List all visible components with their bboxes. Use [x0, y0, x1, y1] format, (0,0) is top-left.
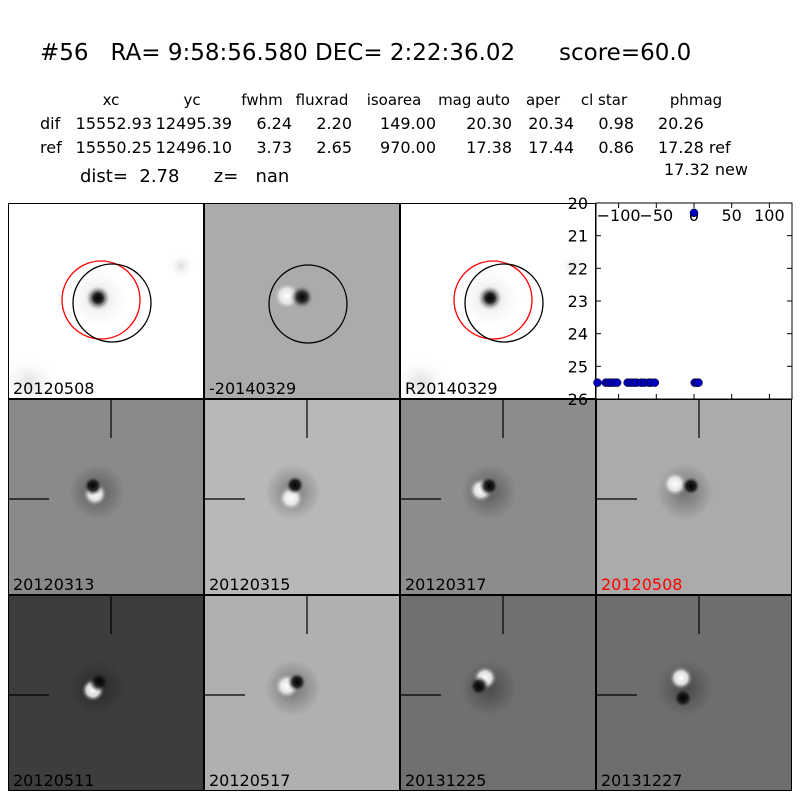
y-tick-label: 21 [568, 227, 588, 246]
row-label: ref [40, 138, 62, 157]
col-header: xc [102, 91, 120, 109]
target-circle [72, 263, 152, 343]
stamp-image [9, 204, 203, 398]
dist-z-line: dist= 2.78 z= nan [80, 166, 290, 187]
stamp-date-label: 20120508 [601, 575, 683, 594]
page-title: #56 RA= 9:58:56.580 DEC= 2:22:36.02 scor… [40, 40, 692, 66]
col-header: fwhm [241, 91, 283, 109]
table-cell: 12496.10 [155, 138, 232, 157]
stamp-panel-direct: 20120508 [8, 203, 204, 399]
table-cell: 3.73 [256, 138, 292, 157]
stamp-panel: 20120313 [8, 399, 204, 595]
table-cell: 17.44 [528, 138, 574, 157]
stamp-panel: 20120315 [204, 399, 400, 595]
stamp-panel-diff: -20140329 [204, 203, 400, 399]
x-tick-label: 50 [722, 206, 742, 225]
table-cell: 149.00 [380, 114, 436, 133]
data-point [650, 378, 660, 387]
stamp-image [205, 596, 399, 790]
x-tick-label: −100 [597, 206, 641, 225]
table-cell: 20.30 [466, 114, 512, 133]
table-row-dif: dif 15552.93 12495.39 6.24 2.20 149.00 2… [40, 112, 734, 136]
col-header: mag auto [438, 91, 510, 109]
stamp-image [401, 596, 595, 790]
plot-frame [595, 202, 793, 400]
ref-circle [453, 260, 533, 340]
table-cell: 12495.39 [155, 114, 232, 133]
stamp-panel: 20120511 [8, 595, 204, 791]
table-cell: 15552.93 [75, 114, 152, 133]
stamp-image [401, 204, 595, 398]
table-row-ref: ref 15550.25 12496.10 3.73 2.65 970.00 1… [40, 136, 734, 160]
target-circle [464, 263, 544, 343]
col-header: isoarea [366, 91, 422, 109]
x-tick-label: 100 [754, 206, 785, 225]
data-point [694, 378, 703, 387]
table-cell: 2.65 [316, 138, 352, 157]
new-mag-label: 17.32 new [664, 160, 748, 179]
stamp-panel: 20120508 [596, 399, 792, 595]
stamp-panels: 20120508 -20140329 [8, 203, 792, 791]
stamp-image [597, 400, 791, 594]
stamp-image [205, 204, 399, 398]
stats-header-row: xc yc fwhm fluxrad isoarea mag auto aper… [40, 88, 734, 112]
stamp-date-label: 20131225 [405, 771, 487, 790]
y-tick-label: 23 [568, 292, 588, 311]
table-cell: 0.86 [598, 138, 634, 157]
table-cell: 2.20 [316, 114, 352, 133]
data-point [593, 378, 602, 387]
x-tick-label: −50 [639, 206, 673, 225]
col-header: yc [183, 91, 201, 109]
stamp-date-label: 20120317 [405, 575, 487, 594]
stamp-date-label: 20131227 [601, 771, 683, 790]
stamp-panel-reference: R20140329 [400, 203, 596, 399]
stamp-panel: 20131225 [400, 595, 596, 791]
col-header: fluxrad [295, 91, 349, 109]
stamp-image [205, 400, 399, 594]
row-label: dif [40, 114, 61, 133]
table-cell: 970.00 [380, 138, 436, 157]
y-tick-label: 24 [568, 325, 588, 344]
stamp-date-label: 20120517 [209, 771, 291, 790]
col-header: phmag [669, 91, 723, 109]
y-tick-label: 20 [568, 194, 588, 213]
stamp-date-label: R20140329 [405, 379, 498, 398]
stamp-date-label: 20120508 [13, 379, 95, 398]
stamp-image [9, 596, 203, 790]
data-point [689, 208, 699, 218]
stamp-date-label: 20120315 [209, 575, 291, 594]
table-cell: 20.26 [658, 114, 704, 133]
y-tick-label: 25 [568, 357, 588, 376]
ref-circle [61, 260, 141, 340]
data-point [612, 378, 622, 387]
stamp-date-label: 20120313 [13, 575, 95, 594]
col-header: cl star [580, 91, 628, 109]
stamp-panel: 20120317 [400, 399, 596, 595]
y-tick-label: 22 [568, 259, 588, 278]
target-circle [268, 264, 348, 344]
y-tick-label: 26 [568, 390, 588, 409]
stamp-image [401, 400, 595, 594]
stamp-date-label: 20120511 [13, 771, 95, 790]
table-cell: 0.98 [598, 114, 634, 133]
table-cell: 6.24 [256, 114, 292, 133]
stamp-date-label: -20140329 [209, 379, 297, 398]
stamp-image [9, 400, 203, 594]
col-header [40, 88, 70, 112]
col-header: aper [525, 91, 561, 109]
stamp-image [597, 596, 791, 790]
table-cell: 15550.25 [75, 138, 152, 157]
table-cell: 17.28 ref [658, 138, 731, 157]
table-cell: 20.34 [528, 114, 574, 133]
stats-table: xc yc fwhm fluxrad isoarea mag auto aper… [40, 88, 734, 160]
stamp-panel: 20120517 [204, 595, 400, 791]
stamp-panel: 20131227 [596, 595, 792, 791]
table-cell: 17.38 [466, 138, 512, 157]
